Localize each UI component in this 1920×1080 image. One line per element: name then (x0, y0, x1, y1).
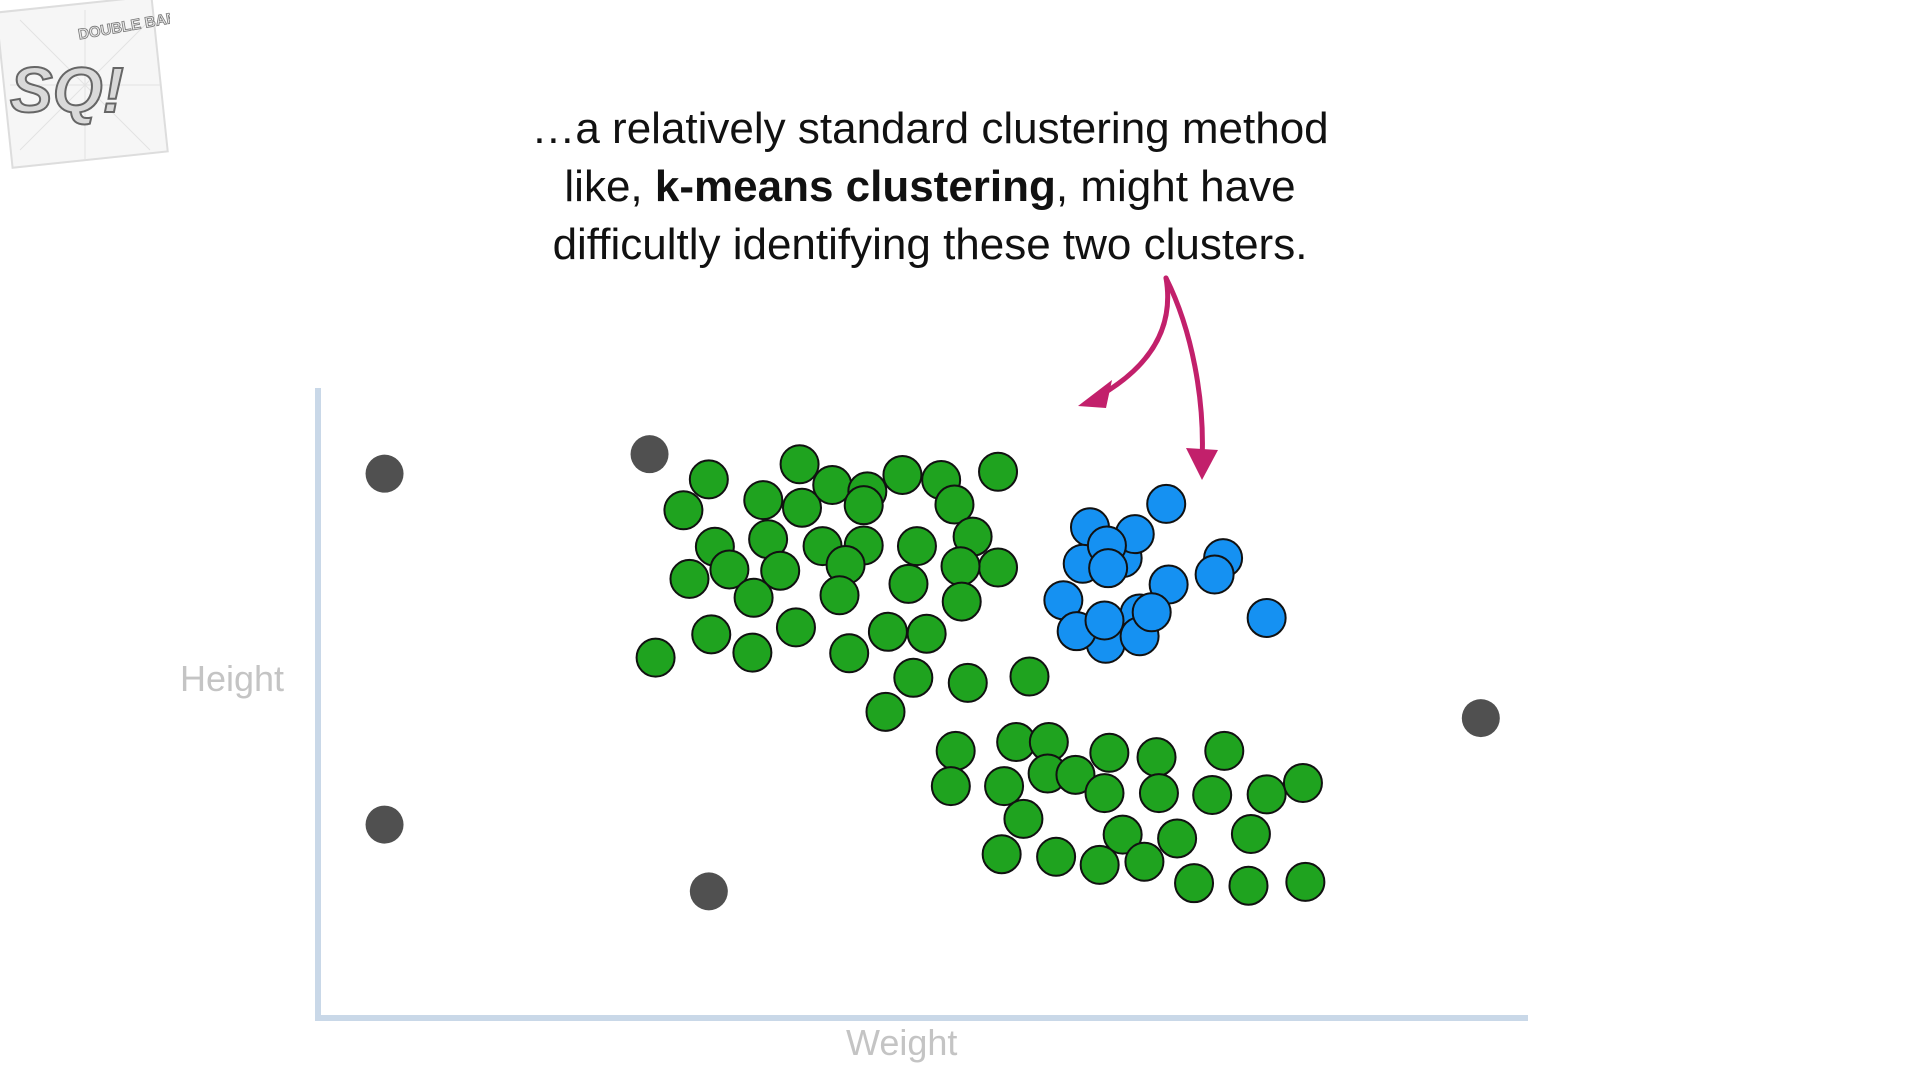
data-point-series-1-8 (882, 454, 923, 495)
data-point-series-2-18 (1131, 592, 1172, 633)
x-axis-label: Weight (846, 1022, 958, 1063)
caption-line-2-end: , might have (1055, 162, 1296, 211)
data-point-series-1-25 (669, 558, 710, 599)
data-point-series-1-62 (1174, 863, 1215, 904)
axes (315, 388, 1528, 1021)
data-point-series-1-4 (743, 480, 784, 521)
data-point-series-1-43 (1089, 732, 1130, 773)
data-point-series-2-14 (1088, 548, 1129, 589)
data-point-series-1-2 (779, 444, 820, 485)
data-point-series-1-5 (782, 487, 822, 528)
data-point-series-1-53 (1246, 774, 1287, 815)
caption-line-1: …a relatively standard clustering method (531, 104, 1329, 153)
data-point-series-1-29 (867, 611, 908, 652)
data-point-series-2-17 (1084, 600, 1125, 641)
data-point-series-1-30 (941, 581, 982, 622)
data-point-series-3-3 (365, 805, 404, 844)
data-point-series-1-51 (1138, 773, 1179, 814)
data-point-series-1-55 (1003, 798, 1044, 839)
data-point-series-1-23 (888, 563, 929, 604)
data-point-series-1-28 (775, 607, 816, 648)
caption-line-2-start: like, (564, 162, 655, 211)
data-point-series-3-1 (365, 454, 404, 493)
data-point-series-1-47 (984, 766, 1025, 807)
caption-line-3: difficultly identifying these two cluste… (552, 220, 1308, 269)
data-point-series-1-12 (978, 451, 1019, 492)
data-point-series-1-9 (843, 485, 884, 526)
data-point-series-1-40 (935, 730, 976, 771)
data-point-series-1-11 (934, 484, 975, 525)
data-point-series-1-33 (829, 633, 870, 674)
data-point-series-1-64 (1285, 861, 1326, 902)
data-point-series-1-38 (1009, 656, 1050, 697)
data-point-series-1-31 (691, 614, 732, 655)
data-point-series-1-26 (733, 577, 774, 618)
data-point-series-1-58 (981, 834, 1022, 875)
data-point-series-1-63 (1228, 865, 1269, 906)
caption-text: …a relatively standard clustering method… (360, 100, 1500, 274)
data-point-series-1-39 (865, 691, 906, 732)
data-point-series-1-60 (1079, 844, 1120, 885)
y-axis-label: Height (180, 658, 285, 699)
data-points (365, 435, 1500, 911)
data-point-series-3-2 (630, 435, 669, 474)
arrow-to-blue-cluster (1163, 275, 1205, 465)
data-point-series-1-46 (930, 766, 971, 807)
data-point-series-1-35 (635, 637, 676, 678)
data-point-series-1-24 (940, 546, 981, 587)
arrow-to-green-cluster (1089, 275, 1171, 403)
data-point-series-1-20 (709, 549, 750, 590)
data-point-series-1-1 (688, 459, 729, 500)
data-point-series-2-11 (1194, 554, 1235, 595)
data-point-series-1-36 (893, 657, 934, 698)
data-point-series-3-4 (689, 872, 728, 911)
data-point-series-1-34 (906, 613, 947, 654)
data-point-series-1-45 (1204, 730, 1245, 771)
caption-line-2: like, k-means clustering, might have (360, 158, 1500, 216)
caption-kmeans-bold: k-means clustering (654, 162, 1056, 211)
data-point-series-2-12 (1246, 597, 1287, 638)
data-point-series-1-56 (1102, 814, 1143, 855)
data-point-series-1-21 (760, 550, 801, 591)
arrowhead-blue (1186, 448, 1218, 480)
data-point-series-1-37 (947, 662, 988, 703)
data-point-series-1-19 (978, 547, 1019, 588)
data-point-series-1-57 (1157, 818, 1198, 859)
data-point-series-1-27 (819, 575, 860, 616)
data-point-series-1-3 (663, 490, 704, 531)
arrowhead-green (1078, 380, 1112, 408)
annotation-arrows (1078, 275, 1218, 480)
logo-letters: SQ! (10, 54, 124, 126)
statquest-logo: SQ! DOUBLE BAM!!! (0, 0, 170, 169)
data-point-series-2-1 (1146, 483, 1187, 524)
data-point-series-1-54 (1282, 763, 1323, 804)
data-point-series-1-44 (1136, 737, 1177, 778)
data-point-series-1-16 (896, 526, 937, 567)
data-point-series-1-32 (732, 632, 773, 673)
data-point-series-1-61 (1124, 841, 1165, 882)
data-point-series-3-5 (1461, 699, 1500, 738)
data-point-series-1-65 (1230, 814, 1271, 855)
data-point-series-1-52 (1192, 774, 1233, 815)
data-point-series-1-50 (1084, 773, 1125, 814)
data-point-series-1-59 (1036, 836, 1077, 877)
data-point-series-1-49 (1055, 754, 1096, 795)
